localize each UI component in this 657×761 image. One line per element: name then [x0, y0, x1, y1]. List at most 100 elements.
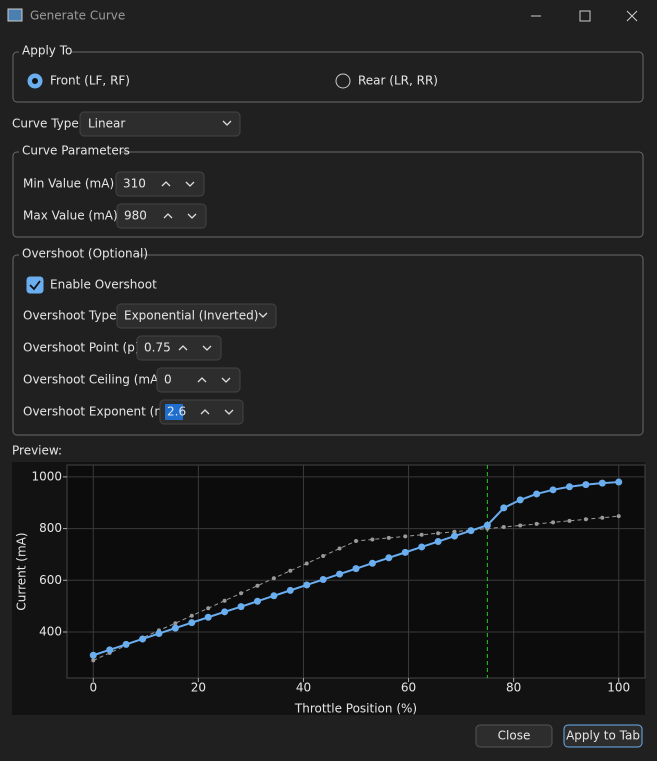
spin-value: 980 — [124, 209, 147, 223]
group-label: Apply To — [22, 44, 72, 58]
data-point — [337, 546, 342, 551]
data-point — [354, 538, 358, 543]
spin-down[interactable] — [221, 377, 231, 383]
spin-down[interactable] — [185, 181, 195, 187]
data-point — [237, 603, 245, 611]
data-point — [286, 586, 294, 594]
x-tick-label: 60 — [401, 681, 416, 695]
data-point — [336, 570, 344, 578]
y-tick-label: 800 — [39, 521, 62, 535]
group-box — [12, 51, 644, 103]
spin-up[interactable] — [178, 345, 188, 351]
spin-up[interactable] — [163, 213, 173, 219]
button-label: Apply to Tab — [566, 729, 640, 743]
checkbox-label: Enable Overshoot — [50, 278, 157, 292]
radio-label: Front (LF, RF) — [50, 74, 130, 88]
data-point — [106, 646, 114, 654]
check-mark — [29, 280, 41, 291]
selection — [165, 404, 183, 420]
checkbox[interactable] — [26, 276, 44, 294]
data-point — [188, 619, 196, 627]
x-tick-label: 20 — [191, 681, 206, 695]
data-point — [518, 523, 523, 528]
y-tick-label: 600 — [39, 573, 62, 587]
close-window[interactable] — [626, 10, 638, 22]
label: Overshoot Ceiling (mA): — [23, 373, 167, 387]
data-point — [533, 490, 541, 498]
data-point — [255, 583, 260, 588]
x-tick-label: 0 — [89, 681, 97, 695]
y-tick-label: 400 — [39, 624, 62, 638]
spin-up[interactable] — [200, 409, 210, 415]
spin-value: 2.6 — [167, 405, 186, 419]
data-point — [500, 504, 508, 512]
spin-up[interactable] — [197, 377, 207, 383]
spin-down[interactable] — [224, 409, 234, 415]
spin-box[interactable] — [156, 367, 241, 393]
data-point — [385, 554, 393, 562]
data-point — [516, 496, 524, 504]
spin-box[interactable] — [116, 203, 207, 229]
data-point — [451, 532, 459, 540]
button[interactable] — [563, 724, 643, 748]
label: Max Value (mA): — [23, 209, 122, 223]
combo-value: Exponential (Inverted) — [124, 309, 258, 323]
group-label-bg — [19, 44, 71, 58]
group-box — [12, 151, 644, 238]
spin-up[interactable] — [161, 181, 171, 187]
data-point — [598, 479, 606, 487]
data-point — [206, 606, 211, 611]
data-point — [204, 613, 212, 621]
spin-box[interactable] — [115, 171, 205, 197]
label: Min Value (mA): — [23, 177, 118, 191]
data-point — [418, 543, 426, 551]
data-point — [189, 613, 194, 618]
spin-value: 0.75 — [144, 341, 171, 355]
spin-down[interactable] — [187, 213, 197, 219]
combo-box[interactable] — [116, 303, 277, 329]
x-tick-label: 80 — [506, 681, 521, 695]
data-point — [452, 529, 457, 534]
data-point — [239, 591, 244, 596]
data-point — [583, 517, 588, 522]
data-point — [616, 514, 621, 519]
data-point — [171, 624, 179, 632]
spin-value: 310 — [123, 177, 146, 191]
group-label-bg — [19, 247, 137, 261]
combo-value: Linear — [88, 117, 125, 131]
data-point — [352, 565, 360, 573]
label: Overshoot Point (p): — [23, 341, 144, 355]
data-point — [319, 576, 327, 584]
data-point — [567, 518, 572, 523]
data-point — [419, 532, 424, 537]
data-point — [368, 559, 376, 567]
data-point — [501, 525, 506, 530]
data-point — [467, 527, 475, 535]
group-box — [12, 254, 644, 436]
data-point — [615, 478, 623, 486]
button[interactable] — [475, 724, 553, 748]
data-point — [600, 515, 605, 520]
label: Curve Type: — [12, 117, 83, 131]
maximize[interactable] — [579, 10, 591, 22]
data-point — [122, 640, 130, 648]
group-label-bg — [19, 144, 119, 158]
data-point — [483, 521, 491, 529]
data-point — [321, 553, 326, 558]
x-tick-label: 40 — [296, 681, 311, 695]
data-point — [436, 531, 441, 536]
spin-box[interactable] — [136, 335, 222, 361]
combo-box[interactable] — [79, 111, 241, 137]
data-point — [304, 561, 309, 566]
radio[interactable] — [335, 73, 351, 89]
label: Overshoot Type: — [23, 309, 121, 323]
x-axis-label: Throttle Position (%) — [294, 702, 417, 716]
data-point — [386, 535, 391, 540]
spin-down[interactable] — [202, 345, 212, 351]
data-point — [270, 592, 278, 600]
app-icon — [7, 8, 23, 22]
data-point — [565, 483, 573, 491]
label: Preview: — [12, 444, 62, 458]
data-point — [551, 520, 556, 525]
chevron — [222, 120, 232, 126]
